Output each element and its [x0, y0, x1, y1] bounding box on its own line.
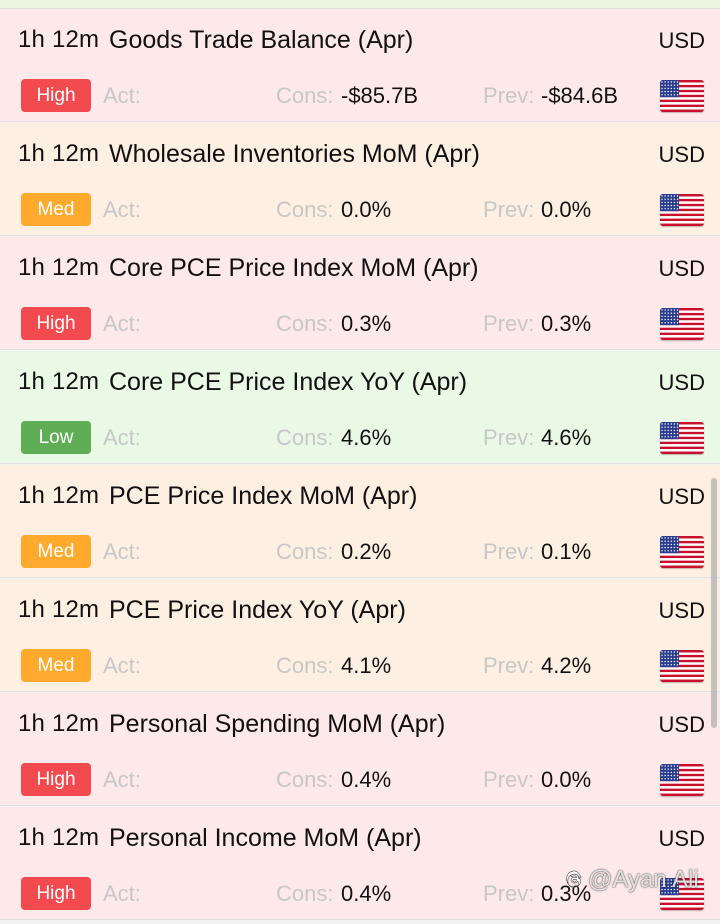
event-currency: USD: [658, 28, 705, 53]
consensus-value: 0.3%: [341, 311, 392, 336]
event-row[interactable]: 1h 12m Goods Trade Balance (Apr) USD Hig…: [0, 9, 720, 122]
watermark-text: @Ayan Ali: [588, 866, 699, 893]
event-countdown: 1h 12m: [18, 254, 100, 281]
impact-badge: High: [21, 877, 91, 910]
consensus-label: Cons:: [276, 653, 334, 678]
previous-value: -$84.6B: [541, 83, 619, 108]
consensus-label: Cons:: [276, 767, 334, 792]
previous-value: 4.6%: [541, 425, 592, 450]
previous-value: 0.1%: [541, 539, 592, 564]
actual-label: Act:: [103, 197, 141, 222]
threads-icon: [562, 867, 586, 891]
event-row[interactable]: 1h 12m Core PCE Price Index MoM (Apr) US…: [0, 237, 720, 350]
impact-badge: High: [21, 79, 91, 112]
event-currency: USD: [658, 826, 705, 851]
us-flag-icon: [660, 878, 704, 910]
scrollbar[interactable]: [711, 478, 717, 728]
previous-label: Prev:: [483, 767, 535, 792]
event-currency: USD: [658, 142, 705, 167]
us-flag-icon: [660, 422, 704, 454]
impact-badge: High: [21, 763, 91, 796]
watermark: @Ayan Ali: [562, 866, 699, 894]
event-row[interactable]: 1h 12m Wholesale Inventories MoM (Apr) U…: [0, 123, 720, 236]
actual-label: Act:: [103, 425, 141, 450]
consensus-value: -$85.7B: [341, 83, 419, 108]
event-countdown: 1h 12m: [18, 710, 100, 737]
event-countdown: 1h 12m: [18, 368, 100, 395]
event-countdown: 1h 12m: [18, 596, 100, 623]
previous-value: 0.3%: [541, 881, 592, 906]
impact-badge: High: [21, 307, 91, 340]
previous-label: Prev:: [483, 653, 535, 678]
event-row[interactable]: 1h 12m PCE Price Index MoM (Apr) USD Med…: [0, 465, 720, 578]
previous-label: Prev:: [483, 425, 535, 450]
consensus-value: 0.2%: [341, 539, 392, 564]
actual-label: Act:: [103, 311, 141, 336]
consensus-label: Cons:: [276, 539, 334, 564]
previous-row-edge: [0, 0, 720, 9]
us-flag-icon: [660, 80, 704, 112]
event-title: PCE Price Index MoM (Apr): [109, 482, 418, 510]
consensus-label: Cons:: [276, 881, 334, 906]
event-title: Personal Spending MoM (Apr): [109, 710, 446, 738]
us-flag-icon: [660, 308, 704, 340]
event-row[interactable]: 1h 12m Personal Spending MoM (Apr) USD H…: [0, 693, 720, 806]
previous-label: Prev:: [483, 881, 535, 906]
event-row[interactable]: 1h 12m Core PCE Price Index YoY (Apr) US…: [0, 351, 720, 464]
event-currency: USD: [658, 256, 705, 281]
us-flag-icon: [660, 650, 704, 682]
previous-value: 4.2%: [541, 653, 592, 678]
actual-label: Act:: [103, 881, 141, 906]
actual-label: Act:: [103, 83, 141, 108]
previous-value: 0.0%: [541, 767, 592, 792]
consensus-value: 0.4%: [341, 767, 392, 792]
us-flag-icon: [660, 536, 704, 568]
event-currency: USD: [658, 598, 705, 623]
previous-label: Prev:: [483, 311, 535, 336]
event-title: Personal Income MoM (Apr): [109, 824, 422, 852]
previous-label: Prev:: [483, 539, 535, 564]
event-currency: USD: [658, 370, 705, 395]
previous-value: 0.0%: [541, 197, 592, 222]
event-title: Goods Trade Balance (Apr): [109, 26, 414, 54]
consensus-label: Cons:: [276, 197, 334, 222]
consensus-value: 0.4%: [341, 881, 392, 906]
consensus-value: 0.0%: [341, 197, 392, 222]
event-row[interactable]: 1h 12m Personal Income MoM (Apr) USD Hig…: [0, 807, 720, 920]
previous-label: Prev:: [483, 197, 535, 222]
consensus-value: 4.6%: [341, 425, 392, 450]
event-title: Wholesale Inventories MoM (Apr): [109, 140, 480, 168]
event-currency: USD: [658, 712, 705, 737]
event-title: Core PCE Price Index YoY (Apr): [109, 368, 468, 396]
event-countdown: 1h 12m: [18, 140, 100, 167]
actual-label: Act:: [103, 767, 141, 792]
us-flag-icon: [660, 194, 704, 226]
event-title: Core PCE Price Index MoM (Apr): [109, 254, 479, 282]
impact-badge: Med: [21, 535, 91, 568]
consensus-label: Cons:: [276, 425, 334, 450]
actual-label: Act:: [103, 653, 141, 678]
impact-badge: Low: [21, 421, 91, 454]
previous-label: Prev:: [483, 83, 535, 108]
previous-value: 0.3%: [541, 311, 592, 336]
event-countdown: 1h 12m: [18, 824, 100, 851]
impact-badge: Med: [21, 193, 91, 226]
event-countdown: 1h 12m: [18, 482, 100, 509]
consensus-value: 4.1%: [341, 653, 392, 678]
impact-badge: Med: [21, 649, 91, 682]
event-countdown: 1h 12m: [18, 26, 100, 53]
event-currency: USD: [658, 484, 705, 509]
consensus-label: Cons:: [276, 83, 334, 108]
us-flag-icon: [660, 764, 704, 796]
consensus-label: Cons:: [276, 311, 334, 336]
actual-label: Act:: [103, 539, 141, 564]
event-row[interactable]: 1h 12m PCE Price Index YoY (Apr) USD Med…: [0, 579, 720, 692]
event-title: PCE Price Index YoY (Apr): [109, 596, 406, 624]
